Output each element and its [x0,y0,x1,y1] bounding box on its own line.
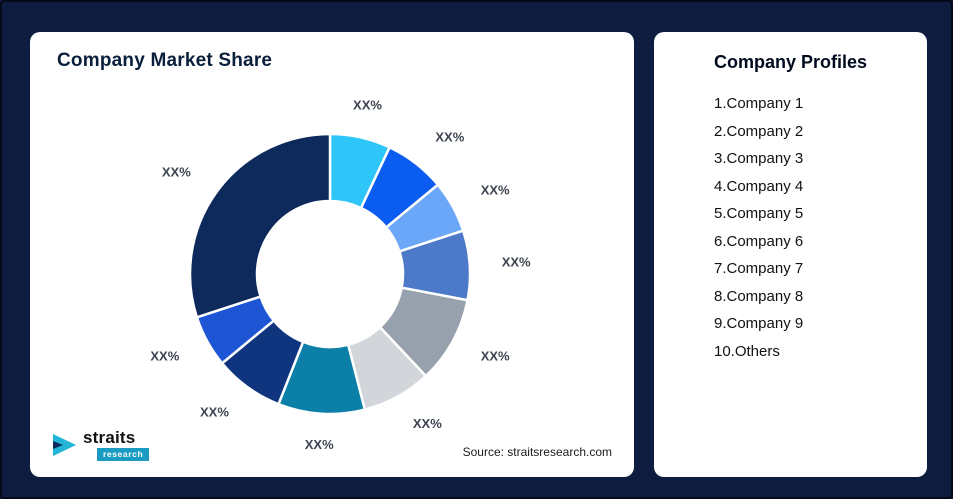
profile-list-item: 10.Others [714,342,780,360]
company-profiles-card: Company Profiles 1.Company 1 2.Company 2 3… [654,32,927,477]
company-profiles-title: Company Profiles [713,52,868,72]
donut-segment-label-6: XX% [413,416,442,431]
donut-segment-label-3: XX% [481,183,510,198]
donut-segment-label-2: XX% [435,130,464,145]
straits-logo-icon [53,434,76,456]
profile-list-item: 9.Company 9 [714,315,804,332]
profile-list-item: 5.Company 5 [714,205,804,222]
company-profiles-list: 1.Company 1 2.Company 2 3.Company 3 4.Compa… [654,95,927,361]
market-share-card: Company Market Share XX% XX% XX% XX% XX% XX% X… [30,32,634,477]
logo-sub-text: research [97,448,150,461]
market-share-title: Company Market Share [57,50,273,71]
profile-list-item: 4.Company 4 [714,177,804,195]
donut-segment-label-1: XX% [353,98,382,113]
donut-segment-10 [188,132,332,319]
logo-name-text: straits [83,428,136,447]
donut-segment-label-4: XX% [502,255,531,270]
profile-list-item: 6.Company 6 [714,232,804,250]
profile-list-item: 3.Company 3 [714,150,804,167]
source-attribution: Source: straitsresearch.com [462,445,612,459]
donut-segment-label-5: XX% [481,348,510,363]
profile-list-item: 8.Company 8 [714,287,804,305]
profile-list-item: 1.Company 1 [714,95,804,112]
donut-chart-area: XX% XX% XX% XX% XX% XX% XX% XX% XX% XX% [30,74,634,469]
profile-list-item: 2.Company 2 [714,122,804,140]
donut-segment-label-8: XX% [200,405,229,420]
donut-segment-label-9: XX% [150,348,179,363]
market-share-donut-chart: XX% XX% XX% XX% XX% XX% XX% XX% XX% XX% [150,98,531,453]
donut-segment-label-7: XX% [305,437,334,452]
straits-research-logo: straits research [50,428,150,461]
donut-segment-label-10: XX% [162,164,191,179]
logo-text: straits research [83,428,150,461]
profile-list-item: 7.Company 7 [714,260,804,277]
